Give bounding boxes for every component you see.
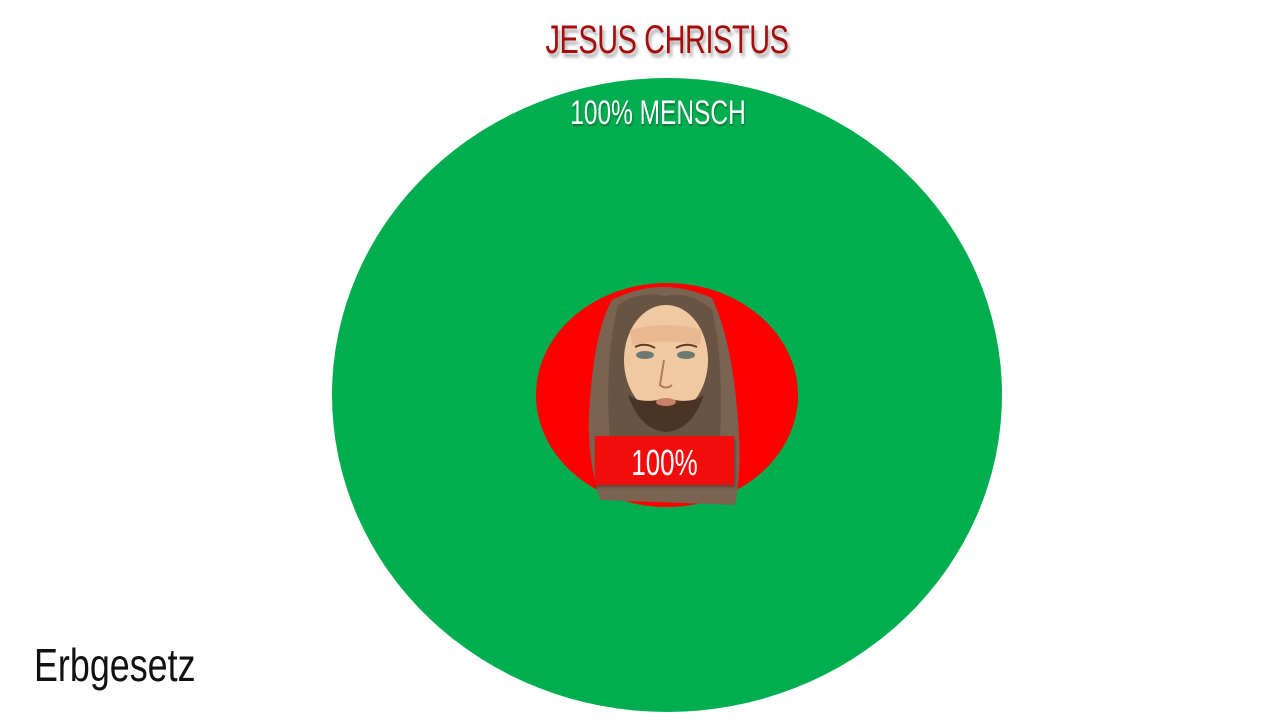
outer-circle-label: 100% MENSCH [570,94,746,132]
footer-label: Erbgesetz [34,639,196,691]
inner-circle-label: 100% GOTT [629,442,701,485]
diagram-title: JESUS CHRISTUS [545,18,789,62]
inner-circle-label-box: 100% GOTT [595,436,734,485]
